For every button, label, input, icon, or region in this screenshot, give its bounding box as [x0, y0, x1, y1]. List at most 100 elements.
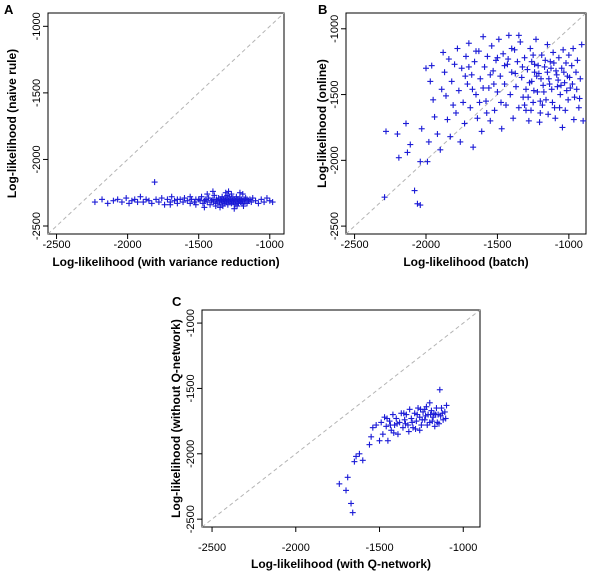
data-point [505, 32, 512, 39]
data-point [556, 104, 563, 111]
x-tick-label: -1500 [365, 542, 393, 554]
data-point [483, 109, 490, 116]
y-tick-label: -2000 [329, 146, 341, 174]
data-point [217, 204, 224, 211]
data-point [171, 197, 178, 204]
data-point [555, 77, 562, 84]
data-point [417, 158, 424, 165]
plot-frame [201, 309, 481, 528]
data-point [485, 84, 492, 91]
data-point [458, 65, 465, 72]
data-point [480, 84, 487, 91]
data-point [245, 197, 252, 204]
data-point [231, 205, 238, 212]
data-point [548, 86, 555, 93]
data-point [545, 75, 552, 82]
data-point [565, 96, 572, 103]
data-point [199, 200, 206, 207]
data-point [249, 195, 256, 202]
data-point [483, 98, 489, 105]
y-axis-label: Log-likelihood (without Q-network) [169, 319, 183, 518]
data-point [488, 42, 495, 49]
data-point [99, 196, 106, 203]
data-point [145, 197, 152, 204]
data-point [508, 45, 515, 52]
data-point [114, 196, 121, 203]
data-point [202, 196, 209, 203]
y-tick-label: -1500 [31, 79, 43, 107]
data-point [470, 144, 477, 151]
data-point [533, 36, 539, 43]
data-point [484, 53, 491, 60]
data-point [569, 81, 576, 88]
data-point [498, 125, 505, 132]
data-point [207, 201, 214, 208]
x-tick-label: -1000 [555, 239, 583, 251]
data-point [438, 86, 445, 93]
data-point [491, 107, 498, 114]
data-point [423, 65, 429, 72]
data-point [427, 411, 434, 418]
data-point [480, 33, 487, 40]
y-tick-label: -1000 [185, 309, 197, 337]
data-point [353, 453, 360, 460]
data-point [155, 199, 162, 206]
data-point [240, 203, 247, 210]
y-axis-label: Log-likelihood (naive rule) [5, 49, 19, 198]
data-point [431, 113, 438, 120]
data-point [548, 65, 554, 72]
data-point [539, 102, 546, 109]
data-point [465, 63, 472, 70]
data-point [524, 66, 531, 73]
data-point [239, 191, 246, 198]
data-point [521, 54, 528, 61]
data-point [447, 133, 454, 140]
data-point [464, 81, 471, 88]
data-point [448, 78, 455, 85]
data-point [478, 128, 485, 135]
data-point [383, 423, 390, 430]
data-point [222, 195, 229, 202]
y-tick-label: -2000 [185, 440, 197, 468]
data-point [212, 203, 219, 210]
data-point [580, 117, 587, 124]
data-point [401, 416, 408, 423]
x-tick-label: -1500 [185, 239, 213, 251]
data-point [573, 69, 579, 76]
data-point [409, 419, 416, 426]
data-point [394, 431, 401, 438]
data-point [191, 199, 198, 206]
data-point [359, 457, 366, 464]
data-point [440, 49, 447, 56]
data-point [537, 98, 544, 105]
data-point [549, 99, 556, 106]
data-point [474, 115, 481, 122]
x-tick-label: -2500 [198, 542, 226, 554]
data-point [454, 45, 461, 52]
data-point [394, 420, 401, 427]
data-point [140, 199, 147, 206]
y-tick-label: -2500 [185, 505, 197, 533]
data-point [110, 197, 117, 204]
data-point [428, 62, 435, 69]
data-point [126, 200, 133, 207]
data-point [490, 67, 497, 74]
data-point [531, 69, 538, 76]
data-point [432, 411, 439, 418]
data-point [393, 415, 400, 422]
data-point [512, 70, 519, 77]
data-point [427, 78, 434, 85]
y-tick-label: -2500 [31, 212, 43, 240]
data-point [544, 69, 551, 76]
data-point [523, 86, 529, 93]
data-point [204, 199, 211, 206]
data-point [348, 500, 355, 507]
data-point [414, 411, 421, 418]
data-point [566, 74, 573, 81]
data-point [535, 62, 542, 69]
data-point [534, 88, 541, 95]
data-point [236, 189, 243, 196]
data-point [343, 487, 350, 494]
data-point [413, 418, 420, 425]
y-tick-label: -1000 [329, 15, 341, 43]
